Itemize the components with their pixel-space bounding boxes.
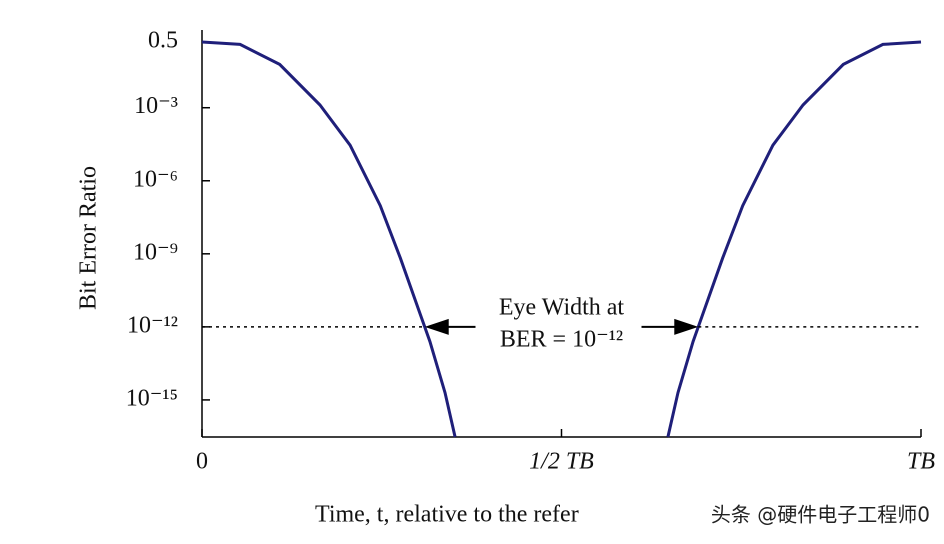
y-tick-label: 0.5 [148, 28, 178, 54]
y-tick-label: 10⁻¹² [127, 312, 178, 338]
x-tick-label: TB [907, 449, 935, 475]
annotation: Eye Width at [499, 294, 625, 320]
annotation: BER = 10⁻¹² [500, 326, 623, 352]
x-axis-label: Time, t, relative to the refer [315, 502, 579, 528]
y-tick-label: 10⁻⁶ [133, 166, 178, 192]
y-tick-label: 10⁻⁹ [133, 239, 178, 265]
arrow-head [424, 318, 449, 335]
bathtub-curve [201, 40, 457, 438]
arrow-head [674, 318, 699, 335]
y-axis-label: Bit Error Ratio [76, 166, 102, 310]
y-tick-label: 10⁻³ [134, 93, 178, 119]
bathtub-curve [666, 40, 922, 438]
y-tick-label: 10⁻¹⁵ [126, 385, 178, 411]
x-tick-label: 0 [196, 449, 208, 475]
watermark: 头条 @硬件电子工程师0 [711, 503, 930, 527]
x-tick-label: 1/2 TB [529, 449, 594, 475]
